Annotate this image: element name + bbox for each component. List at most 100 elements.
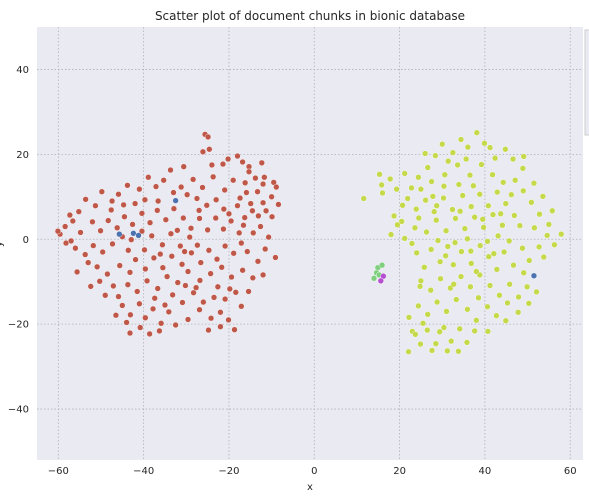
scatter-point-series-0 <box>146 219 154 226</box>
scatter-point-series-0 <box>193 284 200 291</box>
scatter-point-series-0 <box>272 254 279 261</box>
scatter-point-series-0 <box>85 259 92 266</box>
scatter-point-series-0 <box>72 245 79 252</box>
scatter-point-series-0 <box>121 213 128 220</box>
scatter-point-series-1 <box>424 164 431 171</box>
scatter-point-series-0 <box>230 250 237 257</box>
scatter-point-series-0 <box>219 161 227 168</box>
scatter-point-series-1 <box>401 235 408 242</box>
scatter-point-series-1 <box>433 217 440 224</box>
scatter-point-series-0 <box>149 305 157 312</box>
scatter-point-series-0 <box>262 245 269 253</box>
scatter-point-series-0 <box>170 205 178 212</box>
scatter-point-series-1 <box>417 277 425 284</box>
scatter-point-series-0 <box>228 273 235 281</box>
scatter-point-series-1 <box>473 129 480 136</box>
scatter-point-series-1 <box>429 193 436 200</box>
scatter-point-series-1 <box>473 268 480 275</box>
scatter-point-series-0 <box>275 201 282 208</box>
scatter-point-series-0 <box>145 174 152 181</box>
scatter-point-series-0 <box>249 274 256 281</box>
scatter-point-series-0 <box>242 179 249 186</box>
scatter-point-series-0 <box>126 269 134 276</box>
scatter-point-series-0 <box>128 236 135 243</box>
tick-labels: −60 −40 −20 0 20 40 60 −40 −20 0 20 40 <box>8 65 577 477</box>
scatter-point-series-1 <box>545 221 552 228</box>
scatter-point-series-0 <box>243 189 250 196</box>
scatter-point-series-0 <box>96 278 103 285</box>
scatter-point-series-0 <box>150 254 157 262</box>
scatter-point-series-1 <box>450 261 457 268</box>
scatter-point-series-1 <box>419 320 427 327</box>
scatter-point-series-4 <box>377 277 384 284</box>
scatter-point-series-0 <box>238 303 245 310</box>
scatter-point-series-1 <box>464 235 471 242</box>
y-tick-label: 0 <box>23 235 29 246</box>
scatter-point-series-1 <box>471 214 478 221</box>
scatter-point-series-1 <box>421 264 428 271</box>
scatter-point-series-0 <box>119 302 126 309</box>
scatter-point-series-0 <box>152 183 160 190</box>
scatter-point-series-1 <box>468 260 475 267</box>
scatter-point-series-1 <box>467 248 474 255</box>
scatter-point-series-0 <box>205 247 213 254</box>
scatter-point-series-0 <box>259 180 267 188</box>
scatter-point-series-1 <box>530 180 538 187</box>
scatter-point-series-1 <box>444 243 451 250</box>
scatter-point-series-0 <box>225 316 232 324</box>
scatter-point-series-1 <box>415 302 422 310</box>
scatter-point-series-0 <box>68 237 75 245</box>
scatter-point-series-0 <box>210 294 218 301</box>
scatter-point-series-0 <box>214 283 221 290</box>
scatter-point-series-0 <box>231 326 238 333</box>
scatter-point-series-0 <box>178 183 185 191</box>
scatter-point-series-1 <box>515 309 522 316</box>
scatter-point-series-0 <box>174 279 181 286</box>
scatter-point-series-1 <box>405 348 412 355</box>
scatter-point-series-4 <box>380 273 387 280</box>
scatter-point-series-0 <box>221 186 228 194</box>
scatter-point-series-1 <box>496 292 503 299</box>
scatter-point-series-0 <box>143 277 151 284</box>
scatter-point-series-0 <box>186 234 193 241</box>
scatter-point-series-0 <box>108 197 116 205</box>
scatter-point-series-1 <box>504 299 511 307</box>
scatter-point-series-0 <box>157 251 164 258</box>
scatter-point-series-1 <box>493 312 500 319</box>
scatter-point-series-1 <box>431 208 438 215</box>
scatter-point-series-1 <box>519 165 526 172</box>
scatter-point-series-1 <box>428 246 435 253</box>
scatter-point-series-1 <box>528 199 535 206</box>
scatter-point-series-1 <box>544 232 551 239</box>
scatter-point-series-0 <box>129 221 136 228</box>
scatter-point-series-0 <box>200 298 207 306</box>
scatter-point-series-0 <box>195 207 203 214</box>
scatter-point-series-1 <box>360 195 367 202</box>
scatter-point-series-0 <box>151 295 158 302</box>
scatter-point-series-0 <box>142 265 149 273</box>
scatter-point-series-0 <box>138 228 146 235</box>
scatter-point-series-0 <box>105 217 112 224</box>
scatter-point-series-0 <box>254 188 261 195</box>
scatter-point-series-0 <box>222 296 229 303</box>
scatter-point-series-1 <box>437 258 444 265</box>
scatter-point-series-0 <box>187 225 195 232</box>
scatter-point-series-0 <box>159 264 166 271</box>
scatter-point-series-1 <box>533 288 540 295</box>
scatter-point-series-1 <box>398 218 405 225</box>
scatter-point-series-0 <box>125 247 132 254</box>
scatter-point-series-0 <box>148 232 155 239</box>
scatter-point-series-1 <box>439 141 446 148</box>
scatter-point-series-0 <box>252 175 259 182</box>
y-axis-label: y <box>0 241 5 247</box>
scatter-point-series-2 <box>116 231 123 238</box>
scatter-point-series-1 <box>449 206 456 213</box>
scatter-point-series-1 <box>516 222 523 229</box>
scatter-point-series-0 <box>259 199 267 206</box>
scatter-point-series-1 <box>531 224 538 231</box>
scatter-point-series-0 <box>154 285 161 292</box>
scatter-point-series-0 <box>265 234 272 241</box>
scatter-point-series-1 <box>441 171 448 178</box>
scatter-point-series-1 <box>423 228 430 236</box>
scatter-point-series-0 <box>82 196 89 203</box>
